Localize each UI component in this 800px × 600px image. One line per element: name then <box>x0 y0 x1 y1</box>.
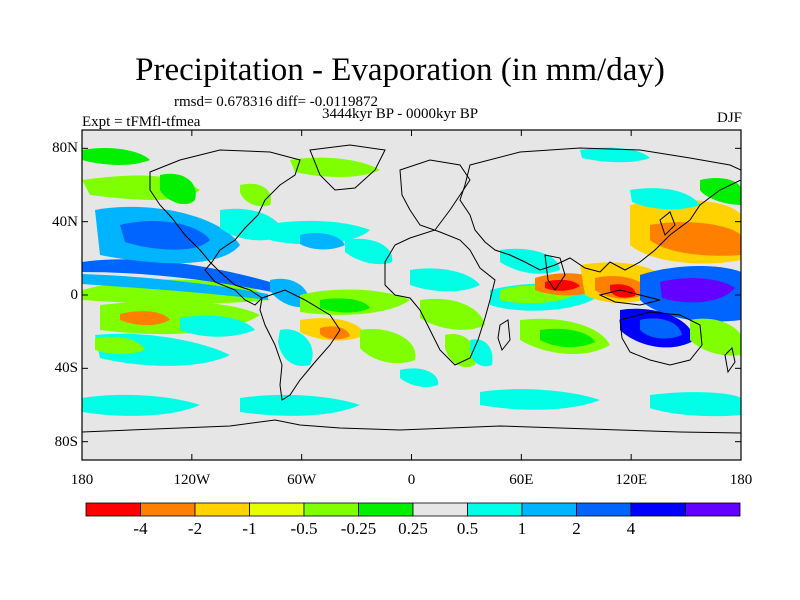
lat-tick-label: 0 <box>70 287 79 303</box>
experiment-label: Expt = tFMfl-tfmea <box>82 114 201 130</box>
anomaly-patch <box>290 157 380 177</box>
anomaly-patch <box>320 326 350 340</box>
anomaly-patch <box>650 392 741 417</box>
colorbar-swatch <box>85 502 141 517</box>
coastline-europe-africa <box>384 159 496 366</box>
coastline-maritime <box>598 289 661 306</box>
anomaly-patch <box>420 298 485 330</box>
coastline-japan <box>659 211 676 236</box>
stats-text: rmsd= 0.678316 diff= -0.0119872 <box>174 94 378 110</box>
lon-tick-label: 120E <box>615 472 647 488</box>
anomaly-patch <box>240 183 271 207</box>
anomaly-patch <box>278 329 313 366</box>
anomaly-patch <box>82 148 150 165</box>
colorbar-label: 0.25 <box>398 519 428 538</box>
anomaly-patch <box>640 318 682 339</box>
colorbar-swatch <box>685 502 741 517</box>
anomaly-patch <box>120 220 210 250</box>
colorbar-swatch <box>521 502 577 517</box>
anomaly-patch <box>82 394 200 416</box>
colorbar-label: 4 <box>626 519 636 538</box>
anomaly-patch <box>690 318 741 356</box>
anomaly-patch <box>410 268 480 292</box>
colorbar-label: -0.5 <box>290 519 318 538</box>
anomaly-patch <box>82 259 272 292</box>
lat-tick-label: 40S <box>54 360 78 377</box>
coastline-india <box>544 254 566 291</box>
coastline-new-zealand <box>724 346 736 374</box>
coastline-australia <box>619 311 703 366</box>
coastline-greenland <box>309 144 386 191</box>
coastline-madagascar <box>497 319 511 352</box>
lon-tick-label: 0 <box>407 472 416 488</box>
colorbar-label: 0.5 <box>456 519 479 538</box>
colorbar-label: 1 <box>517 519 527 538</box>
anomaly-patch <box>300 233 345 250</box>
anomaly-patch <box>660 278 735 303</box>
anomaly-patch <box>82 274 268 300</box>
anomaly-patch <box>180 315 255 337</box>
lon-tick-label: 60E <box>509 472 534 488</box>
lon-tick-label: 180 <box>729 472 753 488</box>
coastline-antarctica <box>82 419 741 434</box>
anomaly-patch <box>320 298 370 313</box>
colorbar-label: -4 <box>133 519 148 538</box>
season-label: DJF <box>716 110 742 126</box>
anomaly-patch <box>360 329 416 364</box>
colorbar-swatch <box>630 502 686 517</box>
anomaly-patch <box>540 328 595 348</box>
colorbar-swatch <box>412 502 468 517</box>
colorbar-swatch <box>194 502 250 517</box>
anomaly-patch <box>650 222 741 256</box>
colorbar-label: 2 <box>572 519 581 538</box>
axis-ticks <box>81 130 742 460</box>
colorbar-swatch <box>467 502 523 517</box>
coastline-north-america <box>149 149 301 306</box>
lon-tick-label: 180 <box>70 472 94 488</box>
anomaly-patch <box>265 220 370 245</box>
anomaly-patch <box>630 188 700 210</box>
period-text: 3444kyr BP - 0000kyr BP <box>322 106 479 122</box>
anomaly-patch <box>345 238 393 265</box>
colorbar-swatch <box>140 502 196 517</box>
colorbar-swatch <box>303 502 359 517</box>
anomaly-patch <box>400 368 439 388</box>
anomaly-patch <box>580 147 650 163</box>
anomaly-patch <box>95 336 145 355</box>
colorbar-label: -0.25 <box>340 519 377 538</box>
anomaly-patch <box>240 394 360 416</box>
plot-title: Precipitation - Evaporation (in mm/day) <box>135 52 665 88</box>
colorbar-label: -2 <box>187 519 203 538</box>
lat-tick-label: 80S <box>54 433 78 450</box>
colorbar-label: -1 <box>242 519 257 538</box>
colorbar-swatch <box>358 502 414 517</box>
lat-tick-label: 40N <box>52 213 78 230</box>
coastlines <box>82 144 741 434</box>
anomaly-patch <box>480 389 600 410</box>
colorbar-swatch <box>249 502 305 517</box>
coastline-south-america <box>259 289 341 401</box>
colorbar <box>85 502 741 517</box>
anomaly-patch <box>120 311 170 326</box>
lon-tick-label: 120W <box>173 472 211 488</box>
anomaly-patch <box>160 173 196 205</box>
lon-tick-label: 60W <box>287 472 317 488</box>
colorbar-swatch <box>576 502 632 517</box>
coastline-asia <box>459 147 741 273</box>
lat-tick-label: 80N <box>52 140 78 157</box>
